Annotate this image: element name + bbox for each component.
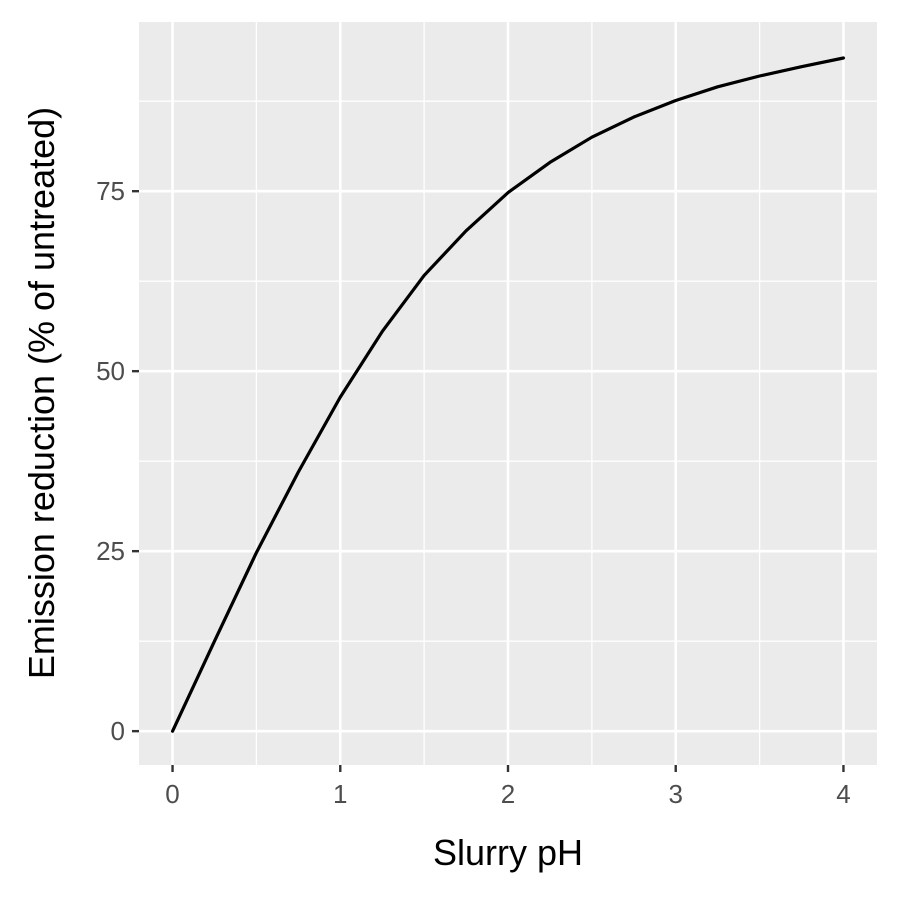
- y-axis-title: Emission reduction (% of untreated): [21, 107, 62, 679]
- y-tick-label: 25: [96, 536, 125, 566]
- x-tick-label: 4: [836, 779, 850, 809]
- x-axis-title: Slurry pH: [433, 832, 583, 873]
- series-layer: [170, 56, 846, 733]
- series-line: [170, 56, 846, 733]
- x-tick-label: 1: [333, 779, 347, 809]
- x-tick-label: 0: [165, 779, 179, 809]
- x-tick-label: 3: [668, 779, 682, 809]
- axis-ticks: 0 1 2 3 4 0 25 50 75: [96, 176, 851, 809]
- y-tick-label: 0: [111, 716, 125, 746]
- major-grid: [139, 22, 877, 765]
- y-tick-label: 75: [96, 176, 125, 206]
- x-tick-label: 2: [501, 779, 515, 809]
- y-tick-label: 50: [96, 356, 125, 386]
